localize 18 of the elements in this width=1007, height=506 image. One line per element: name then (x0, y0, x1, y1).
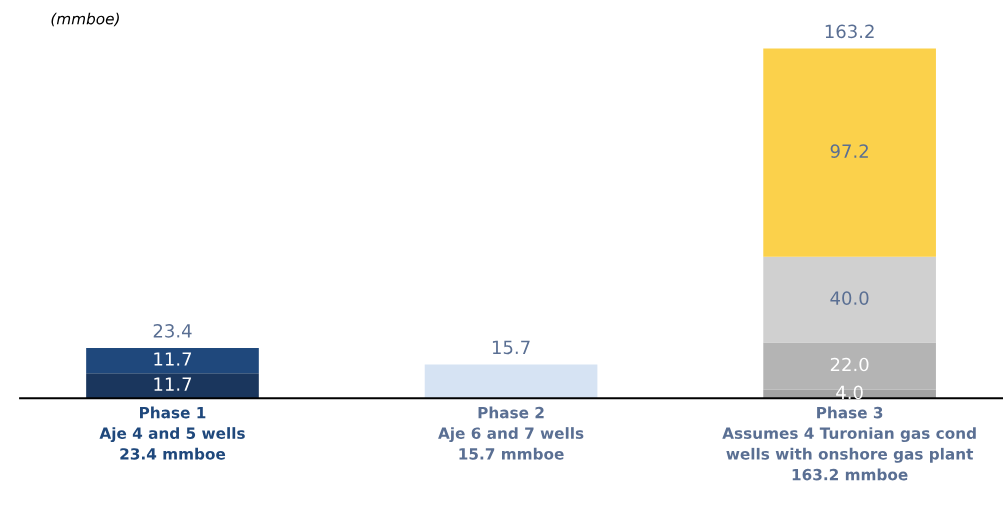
bar (424, 364, 598, 399)
x-tick-label: Phase 2 Aje 6 and 7 wells 15.7 mmboe (438, 406, 584, 460)
total-label: 163.2 (825, 24, 874, 39)
bar (86, 373, 259, 399)
bar (86, 348, 259, 374)
bar (763, 48, 936, 257)
y-axis-title: (mmboe) (51, 12, 119, 27)
x-tick-label: Phase 3 Assumes 4 Turonian gas cond wells with onshore gas plant 163.2 mmboe (722, 406, 976, 481)
data-label: 97.2 (830, 144, 868, 158)
x-tick-label: Phase 1 Aje 4 and 5 wells 23.4 mmboe (99, 406, 245, 460)
data-label: 4.0 (836, 385, 863, 400)
data-label: 11.7 (154, 377, 192, 391)
total-label: 15.7 (492, 340, 530, 355)
total-label: 23.4 (153, 324, 192, 338)
data-label: 40.0 (830, 291, 869, 305)
bar (763, 256, 936, 343)
data-label: 11.7 (154, 352, 192, 366)
data-label: 22.0 (830, 357, 869, 372)
